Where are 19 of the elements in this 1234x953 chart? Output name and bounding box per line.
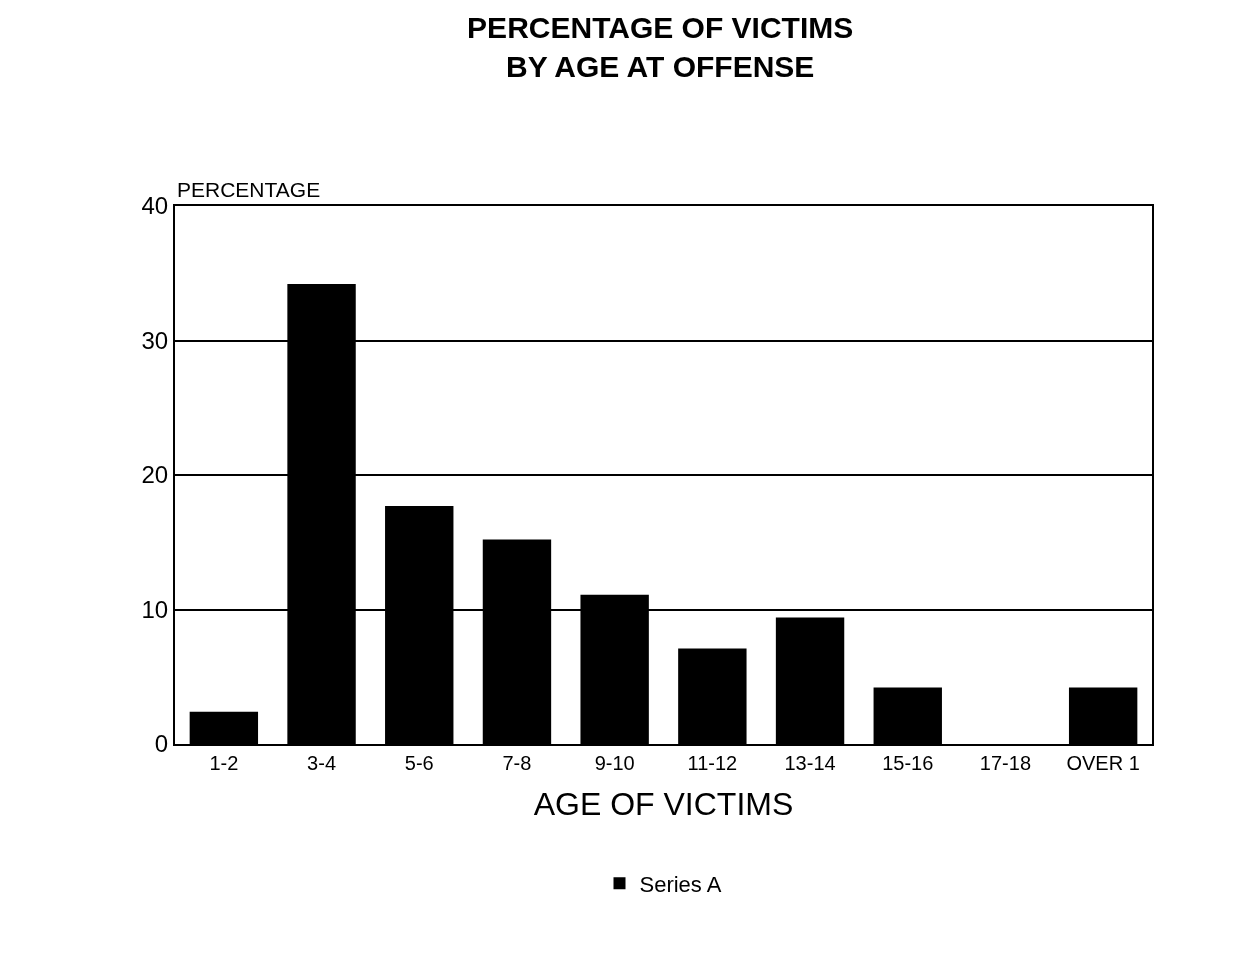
y-tick-label: 20 bbox=[141, 461, 169, 489]
x-tick-label: 1-2 bbox=[209, 752, 239, 774]
x-axis-title: AGE OF VICTIMS bbox=[533, 786, 794, 823]
y-tick-label: 10 bbox=[141, 595, 169, 623]
x-tick-label: 11-12 bbox=[687, 752, 738, 774]
x-tick-label: 9-10 bbox=[594, 752, 635, 774]
legend-label: Series A bbox=[639, 871, 722, 897]
x-tick-label: 3-4 bbox=[307, 752, 336, 774]
x-tick-label: 7-8 bbox=[502, 752, 532, 774]
x-tick-label: 15-16 bbox=[882, 752, 934, 774]
y-axis-title: PERCENTAGE bbox=[177, 178, 321, 201]
y-tick-label: 0 bbox=[154, 730, 169, 758]
x-tick-label: 17-18 bbox=[979, 752, 1032, 774]
y-tick-label: 30 bbox=[141, 326, 169, 354]
x-tick-label: OVER 1 bbox=[1066, 752, 1140, 774]
chart-title: PERCENTAGE OF VICTIMS BY AGE AT OFFENSE bbox=[467, 11, 854, 84]
x-tick-label: 13-14 bbox=[784, 752, 836, 774]
x-tick-label: 5-6 bbox=[404, 752, 434, 774]
y-tick-label: 40 bbox=[141, 192, 169, 220]
